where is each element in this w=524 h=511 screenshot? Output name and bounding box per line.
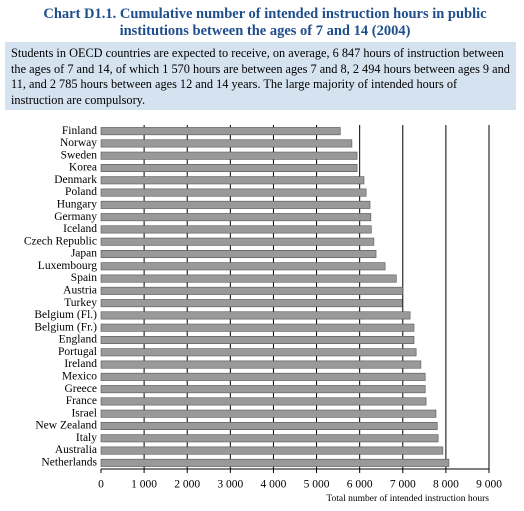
y-tick-label: Iceland	[63, 223, 97, 235]
bar	[100, 422, 438, 430]
x-tick-label: 6 000	[347, 479, 373, 491]
y-tick-label: Finland	[62, 125, 97, 137]
bar	[100, 274, 397, 283]
bar	[100, 225, 372, 234]
bar	[100, 188, 367, 197]
y-tick-label: Denmark	[54, 174, 97, 186]
title-label: Chart D1.1.	[43, 6, 117, 22]
x-tick-label: 8 000	[433, 479, 459, 491]
y-tick-label: Czech Republic	[24, 235, 97, 247]
bar	[100, 299, 403, 308]
x-tick-label: 4 000	[261, 479, 287, 491]
bar	[100, 151, 358, 160]
y-tick-label: Japan	[71, 248, 97, 260]
bar	[100, 213, 372, 222]
x-tick-label: 2 000	[174, 479, 200, 491]
bar	[100, 237, 375, 246]
bar	[100, 311, 411, 320]
y-tick-label: Turkey	[64, 297, 97, 309]
bar	[100, 323, 415, 332]
bar	[100, 348, 417, 357]
y-tick-label: Germany	[54, 211, 97, 223]
bar	[100, 250, 377, 258]
x-tick-label: 3 000	[217, 479, 243, 491]
bar	[100, 434, 439, 443]
bar	[100, 127, 341, 136]
y-tick-label: Italy	[76, 432, 97, 444]
y-tick-label: Korea	[69, 162, 97, 174]
bar	[100, 200, 371, 209]
x-tick-label: 1 000	[131, 479, 157, 491]
bar	[100, 397, 427, 406]
y-tick-label: Luxembourg	[38, 260, 97, 272]
x-tick-label: 0	[98, 479, 104, 491]
y-tick-label: England	[59, 334, 98, 346]
bar	[100, 446, 444, 455]
bar	[100, 336, 415, 344]
x-tick-label: 5 000	[304, 479, 330, 491]
y-tick-label: Austria	[63, 284, 97, 296]
y-tick-label: Poland	[65, 186, 97, 198]
bar	[100, 164, 358, 172]
bar	[100, 286, 404, 295]
y-tick-label: Mexico	[62, 370, 97, 382]
bar	[100, 262, 386, 271]
y-tick-label: Spain	[71, 272, 97, 284]
y-tick-label: Australia	[55, 444, 97, 456]
bar	[100, 385, 426, 394]
x-axis-title: Total number of intended instruction hou…	[326, 493, 489, 504]
y-tick-label: Belgium (Fr.)	[34, 321, 97, 333]
y-tick-label: Ireland	[64, 358, 97, 370]
y-tick-label: France	[66, 395, 97, 407]
x-tick-label: 7 000	[390, 479, 416, 491]
y-tick-label: Portugal	[58, 346, 97, 358]
y-tick-label: Greece	[64, 383, 97, 395]
bar	[100, 372, 426, 381]
y-tick-label: Israel	[71, 407, 97, 419]
note: Students in OECD countries are expected …	[5, 42, 516, 110]
bar	[100, 409, 437, 418]
y-tick-label: New Zealand	[35, 420, 97, 432]
y-tick-label: Hungary	[57, 198, 97, 210]
bar	[100, 360, 422, 369]
bar	[100, 176, 365, 185]
bar	[100, 458, 450, 467]
y-tick-label: Netherlands	[41, 456, 97, 468]
x-tick-label: 9 000	[476, 479, 502, 491]
y-tick-label: Norway	[60, 137, 97, 149]
bar	[100, 139, 353, 148]
y-tick-label: Belgium (Fl.)	[34, 309, 97, 321]
chart-title: Chart D1.1. Cumulative number of intende…	[40, 6, 490, 40]
title-text: Cumulative number of intended instructio…	[119, 6, 487, 39]
y-tick-label: Sweden	[61, 149, 98, 161]
